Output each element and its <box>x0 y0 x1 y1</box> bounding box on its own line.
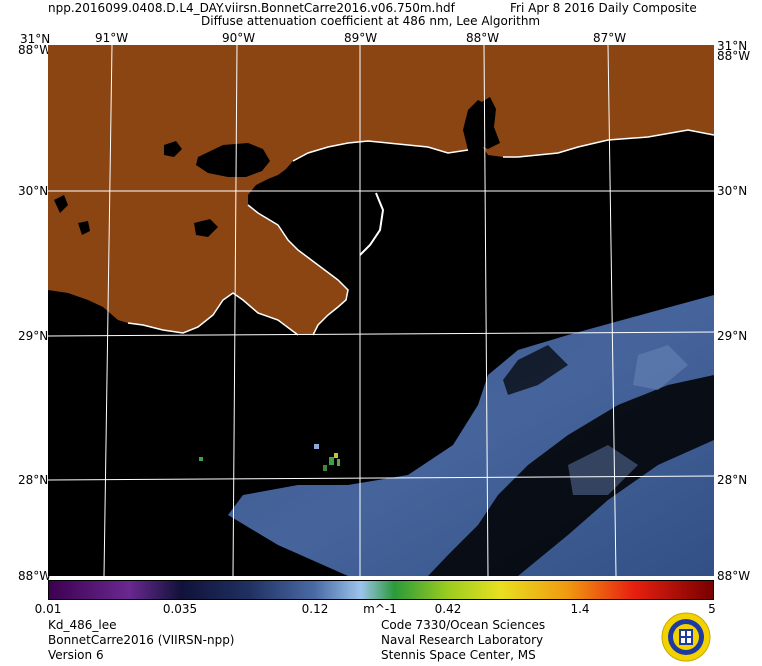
corner-label-top-left: 31°N <box>20 32 51 46</box>
lake-west-2 <box>78 221 90 235</box>
lon-label-top-90: 90°W <box>222 31 256 45</box>
coastline-outline <box>127 129 714 336</box>
lon-label-top-87: 87°W <box>593 31 627 45</box>
lat-label-left-30: 30°N <box>18 184 49 198</box>
footer-version: Version 6 <box>48 648 104 662</box>
lake-maurepas <box>164 141 182 157</box>
colorbar-unit: m^-1 <box>363 602 397 616</box>
date-text: Fri Apr 8 2016 Daily Composite <box>510 1 697 15</box>
lake-pontchartrain <box>196 143 270 177</box>
meridian-87w <box>607 45 617 576</box>
nrl-seal-icon <box>661 612 711 662</box>
lon-label-top-88: 88°W <box>466 31 500 45</box>
colorbar-label-2: 0.12 <box>301 602 329 616</box>
colorbar-label-1: 0.035 <box>162 602 198 616</box>
footer-dataset: BonnetCarre2016 (VIIRSN-npp) <box>48 633 235 647</box>
footer-variable: Kd_486_lee <box>48 618 117 632</box>
land-area <box>48 45 714 335</box>
plume-patch-light <box>633 345 688 390</box>
mobile-bay <box>476 97 500 149</box>
meridian-88w <box>483 45 489 576</box>
footer-location: Stennis Space Center, MS <box>381 648 536 662</box>
map-panel[interactable] <box>48 45 714 576</box>
lake-borgne <box>280 169 338 200</box>
lat-label-right-28: 28°N <box>717 473 748 487</box>
corner-label-top-right: 31°N <box>717 39 748 53</box>
product-title: Diffuse attenuation coefficient at 486 n… <box>201 14 541 28</box>
corner-label-top-right-lon: 88°W <box>717 49 751 63</box>
corner-label-bottom-right: 88°W <box>717 569 751 583</box>
lon-label-top-91: 91°W <box>95 31 129 45</box>
colorbar <box>48 580 714 600</box>
lat-label-right-30: 30°N <box>717 184 748 198</box>
parallel-28n <box>48 475 714 481</box>
meridian-91w <box>103 45 113 576</box>
colorbar-label-0: 0.01 <box>34 602 62 616</box>
chlorophyll-patches <box>199 444 340 471</box>
lat-label-left-28: 28°N <box>18 473 49 487</box>
footer-lab: Naval Research Laboratory <box>381 633 544 647</box>
colorbar-label-3: 0.42 <box>434 602 462 616</box>
lat-label-left-29: 29°N <box>18 329 49 343</box>
graticule <box>48 45 714 576</box>
footer-code: Code 7330/Ocean Sciences <box>381 618 546 632</box>
plume-patch-light-2 <box>568 445 638 495</box>
colorbar-label-5: 5 <box>708 602 716 616</box>
colorbar-label-4: 1.4 <box>570 602 590 616</box>
lon-label-top-89: 89°W <box>344 31 378 45</box>
corner-label-top-left-lon: 88°W <box>18 43 52 57</box>
parallel-29n <box>48 331 714 337</box>
corner-label-bottom-left: 88°W <box>18 569 52 583</box>
plume-inner-dark <box>503 345 568 395</box>
chandeleur-islands <box>359 192 385 256</box>
lake-west-1 <box>54 195 68 213</box>
lat-label-right-29: 29°N <box>717 329 748 343</box>
lake-salvador <box>194 219 218 237</box>
filename-text: npp.2016099.0408.D.L4_DAY.viirsn.BonnetC… <box>48 1 455 15</box>
colorbar-gradient <box>49 581 713 599</box>
meridian-90w <box>232 45 238 576</box>
map-canvas <box>48 45 714 576</box>
plume-band-dark <box>428 375 714 576</box>
